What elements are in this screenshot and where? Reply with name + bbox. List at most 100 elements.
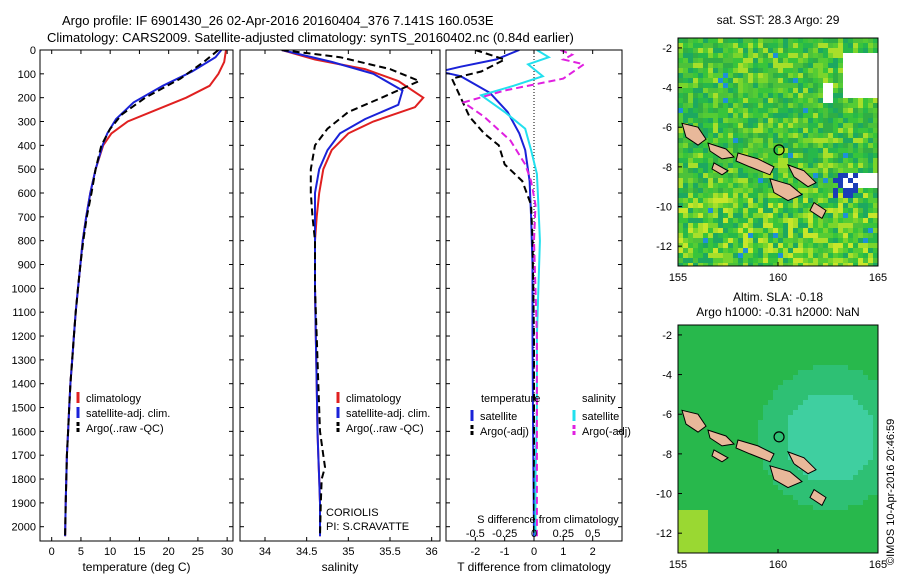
pi-label: PI: S.CRAVATTE <box>326 521 409 533</box>
island <box>711 162 729 176</box>
sla-map-image <box>678 325 878 553</box>
x-axis-label: salinity <box>322 560 359 574</box>
x-tick-label: 15 <box>133 546 145 558</box>
x-tick-label: 5 <box>78 546 84 558</box>
top-tick-label: 0 <box>531 528 537 540</box>
x-tick-label: 2 <box>590 546 596 558</box>
x-tick-label: 25 <box>192 546 204 558</box>
island <box>786 163 817 188</box>
x-tick-label: 160 <box>769 559 787 571</box>
x-tick-label: 36 <box>426 546 438 558</box>
top-axis-label: S difference from climatology <box>477 514 619 526</box>
y-tick-label: 600 <box>18 188 36 200</box>
sla-map-axes: 155 160 165 -2 -4 -6 -8 -10 -12 <box>656 330 887 571</box>
legend-title-salinity: salinity <box>582 393 616 405</box>
y-tick-label: -12 <box>656 528 672 540</box>
x-tick-label: 10 <box>104 546 116 558</box>
series-group <box>446 50 587 537</box>
y-tick-label: 0 <box>30 45 36 57</box>
y-tick-label: 1300 <box>12 355 36 367</box>
y-tick-label: -8 <box>662 162 672 174</box>
y-tick-label: -6 <box>662 122 672 134</box>
island <box>681 409 707 433</box>
x-axis-label: temperature (deg C) <box>82 560 190 574</box>
legend-label: satellite-adj. clim. <box>86 408 170 420</box>
x-tick-label: 155 <box>669 272 687 284</box>
island <box>735 152 775 176</box>
legend-label: climatology <box>346 393 402 405</box>
x-tick-label: -2 <box>470 546 480 558</box>
sla-map-panel: Altim. SLA: -0.18 Argo h1000: -0.31 h200… <box>656 290 887 571</box>
figure-title-line1: Argo profile: IF 6901430_26 02-Apr-2016 … <box>62 13 494 28</box>
y-tick-label: 700 <box>18 212 36 224</box>
y-tick-label: 300 <box>18 117 36 129</box>
plot-frame <box>39 49 234 542</box>
y-tick-label: 400 <box>18 140 36 152</box>
sst-map-panel: sat. SST: 28.3 Argo: 29 155 160 165 -2 -4 -6 -… <box>656 13 887 284</box>
series-line-satellite-adj-clim- <box>281 50 404 537</box>
x-tick-label: 34 <box>259 546 271 558</box>
legend-label: satellite-adj. clim. <box>346 408 430 420</box>
legend-title-temperature: temperature <box>481 393 540 405</box>
series-group <box>64 50 227 537</box>
plot-area <box>240 50 440 541</box>
sst-map-image <box>678 38 878 266</box>
x-tick-label: 0 <box>49 546 55 558</box>
sla-map-subtitle: Argo h1000: -0.31 h2000: NaN <box>696 305 859 319</box>
argo-float-marker <box>773 431 785 443</box>
y-tick-label: 1700 <box>12 450 36 462</box>
x-tick-label: 20 <box>163 546 175 558</box>
island <box>707 429 736 447</box>
y-tick-label: 200 <box>18 93 36 105</box>
y-tick-label: 900 <box>18 260 36 272</box>
legend-label: Argo(-adj) <box>582 426 631 438</box>
y-tick-label: 800 <box>18 236 36 248</box>
plot-area <box>40 50 233 541</box>
x-tick-label: 165 <box>869 272 887 284</box>
island <box>809 201 827 220</box>
series-group <box>281 50 425 537</box>
y-tick-label: -6 <box>662 409 672 421</box>
x-tick-label: 35 <box>342 546 354 558</box>
sla-map-title: Altim. SLA: -0.18 <box>733 290 823 304</box>
sst-map-title: sat. SST: 28.3 Argo: 29 <box>717 13 840 27</box>
y-tick-label: 1400 <box>12 379 36 391</box>
y-tick-label: 1100 <box>12 307 36 319</box>
y-tick-label: 2000 <box>12 522 36 534</box>
x-tick-label: 160 <box>769 272 787 284</box>
institution-label: CORIOLIS <box>326 507 379 519</box>
argo-float-marker <box>773 144 785 156</box>
y-tick-label: -10 <box>656 489 672 501</box>
y-tick-label: 1000 <box>12 283 36 295</box>
top-tick-label: 0.25 <box>553 528 574 540</box>
island <box>681 122 707 146</box>
x-tick-label: 155 <box>669 559 687 571</box>
legend-label: satellite <box>480 411 517 423</box>
island <box>707 142 736 160</box>
x-tick-label: 1 <box>560 546 566 558</box>
y-tick-label: 1800 <box>12 474 36 486</box>
x-tick-label: 30 <box>221 546 233 558</box>
salinity-panel: 34 34.5 35 35.5 36 salinity climatology satelli… <box>239 49 441 574</box>
legend-label: Argo(..raw -QC) <box>86 423 164 435</box>
sst-map-axes: 155 160 165 -2 -4 -6 -8 -10 -12 <box>656 43 887 284</box>
x-tick-label: 165 <box>869 559 887 571</box>
island <box>711 449 729 463</box>
island <box>735 439 775 463</box>
x-tick-label: -1 <box>500 546 510 558</box>
top-tick-label: 0.5 <box>585 528 600 540</box>
series-line-salinity-argo-adj- <box>461 50 587 537</box>
series-line-argo-raw-qc- <box>281 50 422 537</box>
y-tick-label: -2 <box>662 330 672 342</box>
legend-label: Argo(..raw -QC) <box>346 423 424 435</box>
legend-label: Argo(-adj) <box>480 426 529 438</box>
y-tick-label: 1200 <box>12 331 36 343</box>
y-tick-label: 500 <box>18 164 36 176</box>
x-tick-label: 35.5 <box>379 546 400 558</box>
imos-credit: ©IMOS 10-Apr-2016 20:46:59 <box>885 419 897 565</box>
y-tick-label: 1600 <box>12 426 36 438</box>
top-tick-label: -0.25 <box>492 528 517 540</box>
y-tick-label: 100 <box>18 69 36 81</box>
top-tick-label: -0.5 <box>466 528 485 540</box>
